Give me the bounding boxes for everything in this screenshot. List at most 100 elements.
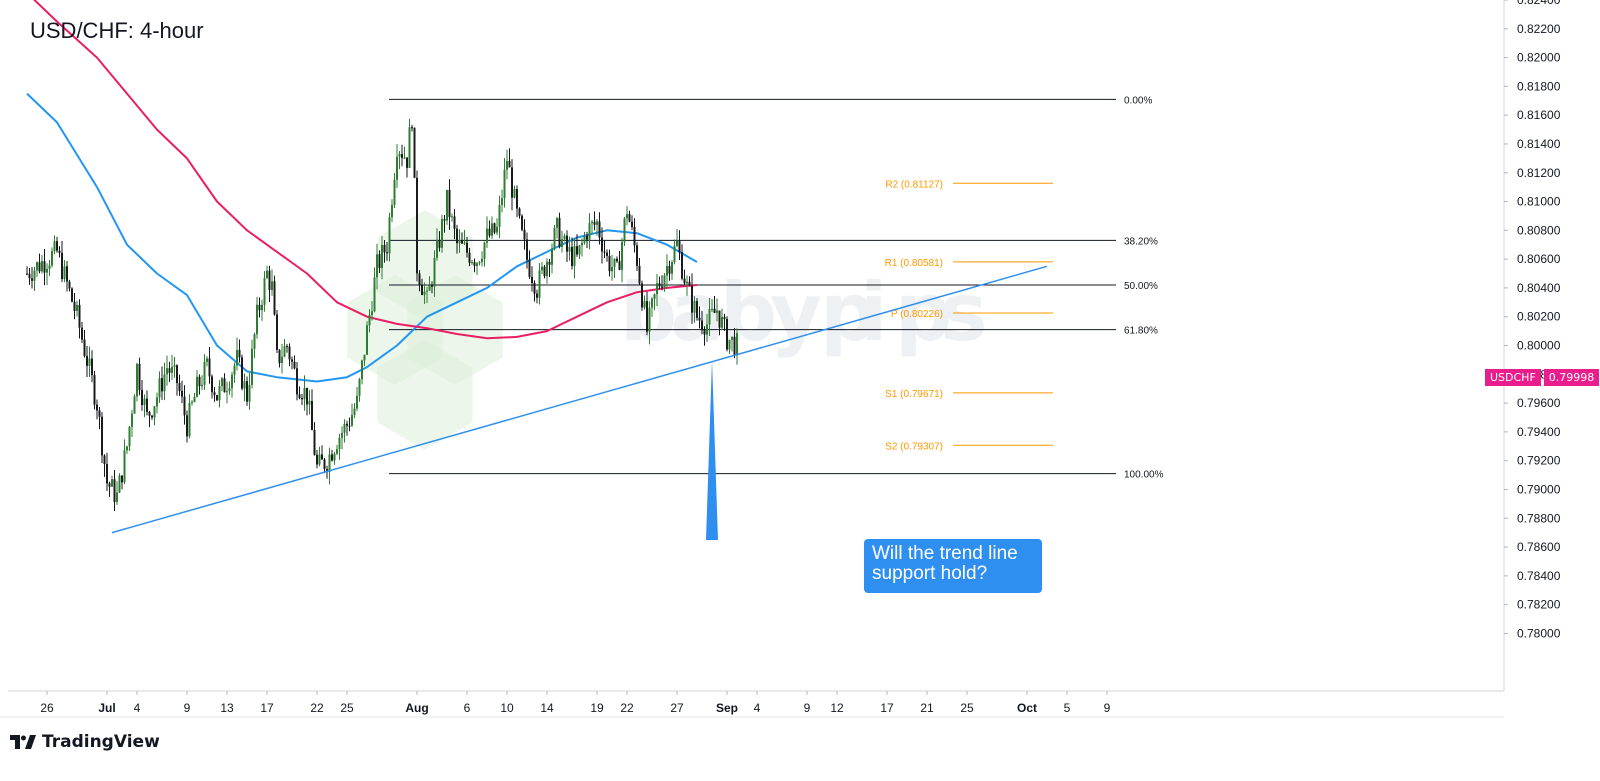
candle-body-95	[263, 278, 266, 305]
candle-body-217	[568, 246, 571, 252]
candle-body-275	[713, 308, 716, 313]
candle-body-249	[648, 307, 651, 332]
candle-body-35	[113, 479, 116, 503]
candle-body-175	[463, 242, 466, 244]
candle-body-169	[448, 189, 451, 218]
candle-body-250	[651, 298, 653, 308]
x-tick-label-7: 25	[340, 701, 354, 715]
candle-body-79	[223, 378, 226, 393]
candle-body-55	[163, 374, 166, 392]
tradingview-logo-icon	[10, 735, 36, 749]
candle-body-215	[563, 235, 566, 240]
x-tick-label-14: 27	[670, 701, 684, 715]
y-tick-label-1: 0.82200	[1517, 22, 1561, 36]
candle-body-58	[171, 366, 173, 373]
candle-body-47	[143, 398, 146, 406]
trend-line[interactable]	[111, 265, 1048, 534]
candle-body-82	[231, 374, 233, 389]
candle-body-32	[106, 463, 108, 484]
candle-body-207	[543, 266, 546, 277]
candle-body-77	[218, 386, 221, 401]
candle-body-16	[66, 266, 68, 282]
candle-body-109	[298, 394, 301, 398]
candle-body-56	[166, 368, 168, 375]
candle-body-25	[88, 358, 91, 366]
candle-body-234	[611, 267, 613, 272]
candle-body-9	[48, 265, 51, 269]
candle-body-138	[371, 311, 373, 315]
candle-body-222	[581, 242, 583, 246]
x-tick-label-24: 9	[1104, 701, 1111, 715]
y-tick-label-2: 0.82000	[1517, 51, 1561, 65]
pivot-label-3: S1 (0.79671)	[885, 389, 943, 400]
candle-body-14	[61, 252, 63, 280]
candle-body-116	[316, 454, 318, 465]
candle-body-90	[251, 348, 253, 385]
candle-body-135	[363, 354, 366, 361]
candle-body-238	[621, 241, 623, 270]
watermark-glyph-6: p	[895, 266, 952, 359]
candle-body-89	[248, 384, 251, 402]
candle-body-180	[476, 263, 478, 266]
candle-body-46	[141, 389, 143, 406]
candle-body-198	[521, 215, 523, 230]
candle-body-273	[708, 309, 711, 325]
candle-body-51	[153, 406, 156, 418]
candle-body-164	[436, 239, 438, 258]
candle-body-105	[288, 346, 291, 360]
candle-body-146	[391, 204, 393, 218]
candle-body-12	[56, 241, 58, 251]
candle-body-104	[286, 346, 288, 348]
x-tick-label-21: 25	[960, 701, 974, 715]
y-tick-label-14: 0.79600	[1517, 396, 1561, 410]
brand-name: TradingView	[42, 732, 160, 752]
candle-body-212	[556, 218, 558, 228]
time-axis[interactable]: 26 Jul 4 9 13 17 22 25 Aug 6 10 14 19 22 27 Sep 4 9 12 17 21…	[40, 691, 1111, 715]
candle-body-268	[696, 301, 698, 318]
candle-body-131	[353, 408, 356, 415]
candle-body-148	[396, 156, 398, 180]
symbol-badge: USDCHF	[1485, 369, 1541, 386]
candle-body-233	[608, 255, 611, 272]
candle-body-195	[513, 189, 516, 198]
price-badge: 0.79998	[1543, 369, 1600, 386]
candle-body-33	[108, 483, 111, 487]
x-tick-label-20: 21	[920, 701, 934, 715]
y-tick-label-8: 0.80800	[1517, 223, 1561, 237]
candle-body-145	[388, 217, 391, 254]
candle-body-252	[656, 283, 658, 295]
candle-body-210	[551, 248, 553, 265]
candle-body-205	[538, 270, 541, 298]
y-tick-label-0: 0.82400	[1517, 0, 1561, 7]
symbol-price-badge: USDCHF 0.79998	[1485, 369, 1600, 386]
candle-body-178	[471, 262, 473, 264]
candle-body-4	[36, 262, 38, 271]
candle-body-144	[386, 252, 388, 254]
support-trend-line	[111, 265, 1048, 534]
y-tick-label-7: 0.81000	[1517, 195, 1561, 209]
candle-body-157	[418, 273, 421, 286]
candle-body-29	[98, 410, 101, 417]
candle-body-10	[51, 251, 53, 266]
tradingview-brand[interactable]: TradingView	[10, 731, 160, 753]
candle-body-254	[661, 286, 663, 288]
price-axis[interactable]: 0.82400 0.82200 0.82000 0.81800 0.81600 0.814…	[1504, 0, 1561, 640]
candle-body-259	[673, 246, 676, 263]
candle-body-156	[416, 177, 418, 274]
candle-body-21	[78, 304, 81, 328]
candle-body-143	[383, 245, 386, 253]
candle-body-270	[701, 320, 703, 330]
candle-body-43	[133, 396, 136, 414]
x-tick-label-5: 17	[260, 701, 274, 715]
candle-body-74	[211, 376, 213, 393]
fib-label-0: 0.00%	[1124, 95, 1152, 106]
candle-body-8	[46, 268, 48, 273]
candle-body-232	[606, 252, 608, 256]
candle-body-80	[226, 391, 228, 393]
candle-body-49	[148, 411, 151, 416]
candle-body-137	[368, 314, 371, 326]
x-tick-label-2: 4	[134, 701, 141, 715]
candle-body-93	[258, 304, 261, 311]
candle-body-132	[356, 395, 358, 409]
